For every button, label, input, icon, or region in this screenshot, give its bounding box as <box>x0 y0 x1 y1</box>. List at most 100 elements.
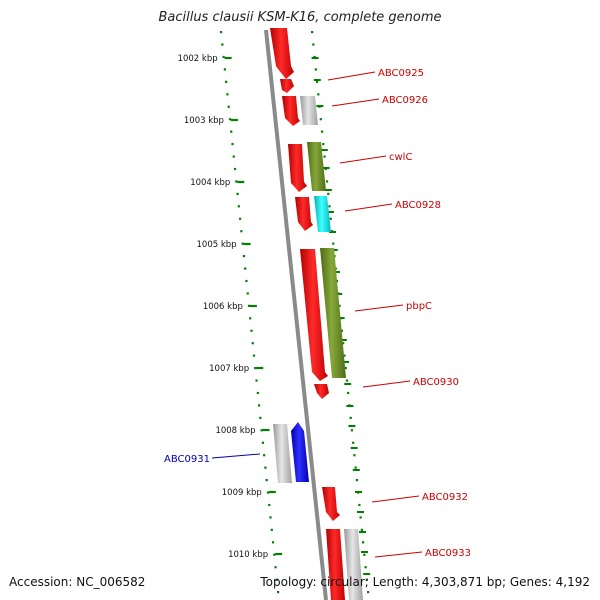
gene-feature[interactable] <box>307 142 326 191</box>
track-dot <box>352 441 355 444</box>
gene-label[interactable]: ABC0926 <box>382 95 428 106</box>
gene-label[interactable]: ABC0931 <box>164 454 210 465</box>
track-dot <box>362 541 365 544</box>
track-dot <box>230 130 233 133</box>
track-dot <box>265 479 268 482</box>
track-dot <box>269 516 272 519</box>
gene-feature[interactable] <box>280 79 294 93</box>
track-dot <box>358 503 361 507</box>
track-dot <box>255 379 258 382</box>
track-dot <box>232 155 235 158</box>
gene-feature[interactable] <box>314 196 331 232</box>
track-dot <box>221 43 224 46</box>
genome-backbone <box>264 29 328 600</box>
track-dot <box>241 242 244 245</box>
gene-feature[interactable] <box>295 197 313 231</box>
track-dot <box>345 379 349 382</box>
track-dot <box>320 130 324 133</box>
track-dot <box>314 68 317 71</box>
gene-feature[interactable] <box>282 96 300 126</box>
gene-label[interactable]: ABC0928 <box>395 200 441 211</box>
gene-feature[interactable] <box>288 144 307 192</box>
gene-label[interactable]: ABC0933 <box>425 548 471 559</box>
track-dot <box>274 566 277 569</box>
page-title: Bacillus clausii KSM-K16, complete genom… <box>158 10 442 25</box>
track-dot <box>233 167 237 171</box>
gene-feature[interactable] <box>314 384 329 399</box>
gene-feature[interactable] <box>322 487 340 521</box>
tick-label: 1006 kbp <box>203 302 243 312</box>
track-dot <box>236 192 239 195</box>
track-dot <box>364 566 367 569</box>
track-dot <box>312 43 315 46</box>
track-dot <box>343 354 346 357</box>
track-dot <box>328 205 331 208</box>
gene-label[interactable]: ABC0932 <box>422 492 468 503</box>
gene-label[interactable]: ABC0925 <box>378 68 424 79</box>
track-dot <box>225 80 228 83</box>
track-dot <box>227 105 230 108</box>
track-dot <box>367 591 370 594</box>
track-dot <box>322 143 325 146</box>
gene-features <box>270 28 363 600</box>
track-dot <box>249 317 252 320</box>
gene-feature[interactable] <box>344 529 363 600</box>
track-dot <box>363 553 366 556</box>
track-dot <box>244 267 247 270</box>
track-dot <box>271 541 275 544</box>
gene-feature[interactable] <box>320 248 346 378</box>
track-dot <box>261 441 264 444</box>
track-dot <box>353 454 356 457</box>
track-dot <box>256 391 259 395</box>
track-dot <box>338 304 341 307</box>
label-leader-line <box>327 71 376 81</box>
label-leader-line <box>331 98 380 107</box>
track-dot <box>275 578 278 581</box>
gene-feature[interactable] <box>270 28 294 79</box>
track-dot <box>360 528 363 531</box>
gene-labels: ABC0925 ABC0926 cwlC ABC0928 pbpC ABC0930 ABC0… <box>164 68 471 559</box>
gene-feature[interactable] <box>273 424 292 483</box>
gene-label[interactable]: pbpC <box>406 301 432 312</box>
tick-label: 1005 kbp <box>197 240 237 250</box>
gene-feature[interactable] <box>291 422 309 482</box>
label-leader-line <box>374 551 423 558</box>
track-dot <box>252 354 256 357</box>
gene-feature[interactable] <box>300 96 318 125</box>
track-dot <box>347 391 350 395</box>
track-dot <box>354 466 357 469</box>
gene-label[interactable]: ABC0930 <box>413 377 459 388</box>
accession-text: Accession: NC_006582 <box>9 575 146 589</box>
track-dot <box>323 155 326 158</box>
tick-label: 1009 kbp <box>222 488 262 498</box>
label-leader-line <box>344 203 393 212</box>
track-dot <box>325 180 329 183</box>
track-dot <box>222 55 225 59</box>
track-dot <box>245 279 248 283</box>
track-dot <box>277 591 280 594</box>
track-dot <box>250 329 253 332</box>
track-dot <box>359 516 362 519</box>
track-dot <box>350 429 354 432</box>
track-dot <box>342 342 345 345</box>
tick-label: 1004 kbp <box>190 178 230 188</box>
track-dot <box>365 578 368 581</box>
track-dot <box>258 404 261 407</box>
track-dot <box>259 416 262 419</box>
track-dot <box>242 255 245 258</box>
track-dot <box>311 31 314 34</box>
tick-label: 1003 kbp <box>184 116 224 126</box>
gene-feature[interactable] <box>326 529 345 600</box>
track-dot <box>237 205 240 208</box>
gene-feature[interactable] <box>300 249 328 381</box>
track-dot <box>231 143 234 146</box>
track-dot <box>340 329 344 332</box>
gene-label[interactable]: cwlC <box>389 152 412 163</box>
track-dot <box>223 68 226 71</box>
track-dot <box>228 118 232 121</box>
track-dot <box>260 429 263 432</box>
track-dot <box>315 80 319 83</box>
track-dot <box>349 416 352 419</box>
track-dot <box>247 304 251 307</box>
